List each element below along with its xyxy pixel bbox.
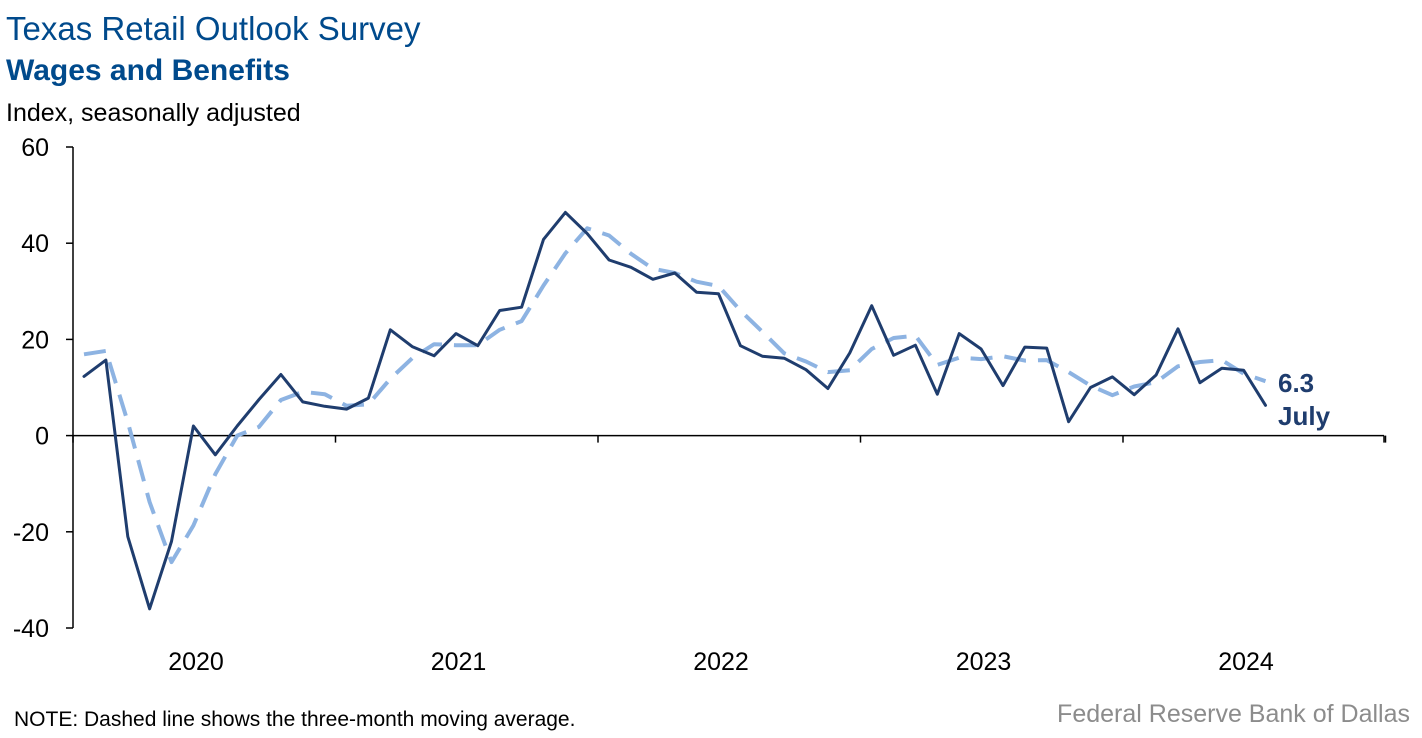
y-tick-label: 40 xyxy=(21,230,49,258)
x-tick-label: 2023 xyxy=(956,648,1012,676)
x-tick-label: 2021 xyxy=(431,648,487,676)
latest-month-label: July xyxy=(1278,401,1331,431)
latest-value-label: 6.3 xyxy=(1278,368,1314,398)
x-tick-label: 2020 xyxy=(168,648,224,676)
y-axis-unit-label: Index, seasonally adjusted xyxy=(6,99,301,127)
footnote: NOTE: Dashed line shows the three-month … xyxy=(14,708,575,731)
y-tick-label: 0 xyxy=(35,423,49,451)
y-axis: 60 40 20 0 -20 -40 xyxy=(13,134,74,643)
y-tick-label: 60 xyxy=(21,134,49,162)
series-layer xyxy=(82,210,1267,611)
chart-subtitle: Wages and Benefits xyxy=(6,54,290,87)
index-series-line xyxy=(82,210,1267,611)
y-tick-label: 20 xyxy=(21,326,49,354)
y-tick-label: -40 xyxy=(13,615,49,643)
chart-title: Texas Retail Outlook Survey xyxy=(6,10,421,47)
x-tick-label: 2022 xyxy=(693,648,749,676)
y-tick-label: -20 xyxy=(13,519,49,547)
x-axis: 2020 2021 2022 2023 2024 xyxy=(72,434,1387,676)
x-tick-label: 2024 xyxy=(1218,648,1274,676)
source-credit: Federal Reserve Bank of Dallas xyxy=(1057,700,1410,728)
